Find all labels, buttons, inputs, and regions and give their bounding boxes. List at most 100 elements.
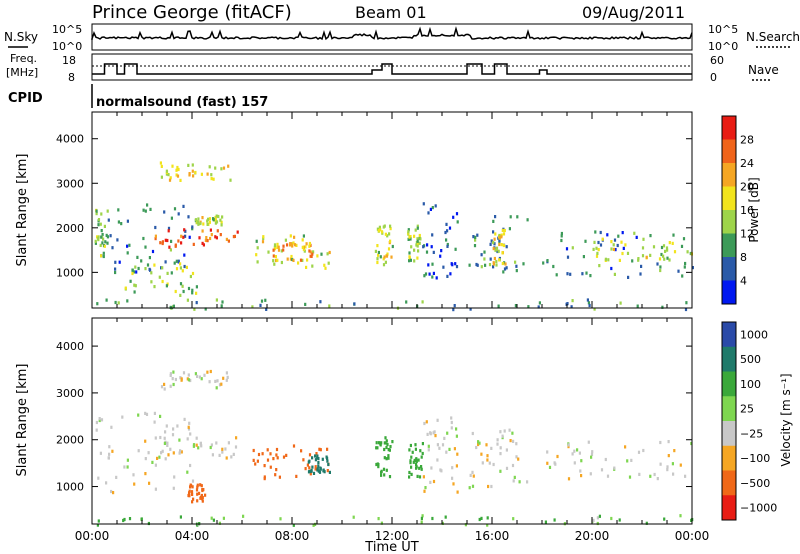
scatter-cell <box>407 237 410 241</box>
scatter-cell <box>131 271 134 276</box>
scatter-cell <box>169 384 172 388</box>
scatter-cell <box>222 516 225 520</box>
scatter-cell <box>126 219 129 223</box>
nsky-label: N.Sky <box>4 30 38 44</box>
scatter-cell <box>492 240 495 245</box>
nsky-tick-bottom: 10^0 <box>52 40 82 53</box>
scatter-cell <box>472 474 475 478</box>
colorbar-tick-label: 4 <box>740 275 747 288</box>
scatter-cell <box>187 215 190 219</box>
scatter-cell <box>456 220 459 224</box>
colorbar-tick-label: 28 <box>740 134 754 147</box>
scatter-cell <box>594 230 597 234</box>
colorbar-tick-label: 100 <box>740 378 761 391</box>
scatter-cell <box>187 425 190 429</box>
scatter-cell <box>262 236 265 240</box>
scatter-cell <box>389 445 392 449</box>
scatter-cell <box>201 229 204 233</box>
scatter-cell <box>410 472 413 476</box>
scatter-cell <box>196 374 199 378</box>
scatter-cell <box>383 255 386 259</box>
scatter-cell <box>103 244 106 248</box>
scatter-cell <box>308 244 311 248</box>
scatter-cell <box>197 446 200 450</box>
scatter-cell <box>320 252 323 256</box>
nave-tick-bottom: 0 <box>710 71 717 84</box>
scatter-cell <box>512 439 515 443</box>
scatter-cell <box>666 248 669 252</box>
scatter-cell <box>379 443 382 447</box>
scatter-cell <box>388 448 391 452</box>
scatter-cell <box>170 239 173 243</box>
scatter-cell <box>621 231 624 235</box>
scatter-cell <box>515 264 518 268</box>
scatter-cell <box>566 255 570 259</box>
scatter-cell <box>636 304 639 308</box>
scatter-cell <box>150 271 153 275</box>
scatter-cell <box>667 440 670 444</box>
scatter-cell <box>471 470 474 474</box>
scatter-cell <box>144 457 147 461</box>
scatter-cell <box>94 239 97 243</box>
scatter-cell <box>140 259 143 263</box>
scatter-cell <box>166 282 169 286</box>
scatter-cell <box>383 441 386 445</box>
scatter-cell <box>159 414 162 418</box>
scatter-cell <box>417 241 420 245</box>
scatter-cell <box>214 166 217 170</box>
scatter-cell <box>663 517 666 521</box>
colorbar-segment <box>722 322 736 348</box>
scatter-cell <box>649 234 652 238</box>
scatter-cell <box>161 279 164 284</box>
colorbar-segment <box>722 470 736 496</box>
colorbar-frame <box>721 115 737 305</box>
scatter-cell <box>431 275 434 279</box>
scatter-cell <box>503 228 506 233</box>
scatter-cell <box>293 235 296 239</box>
scatter-cell <box>200 493 203 498</box>
scatter-cell <box>484 263 487 267</box>
scatter-cell <box>274 255 277 259</box>
scatter-cell <box>407 228 410 232</box>
scatter-cell <box>190 490 194 494</box>
scatter-cell <box>409 461 412 465</box>
scatter-cell <box>446 242 449 247</box>
scatter-cell <box>391 440 394 444</box>
scatter-cell <box>323 263 326 267</box>
scatter-cell <box>167 173 170 177</box>
scatter-cell <box>305 242 308 246</box>
scatter-cell <box>315 452 318 456</box>
scatter-cell <box>140 517 143 521</box>
scatter-cell <box>469 307 472 311</box>
scatter-cell <box>276 456 279 460</box>
scatter-cell <box>132 473 135 477</box>
scatter-cell <box>175 168 178 172</box>
scatter-cell <box>420 455 423 459</box>
scatter-cell <box>440 249 443 253</box>
scatter-cell <box>451 476 454 480</box>
scatter-cell <box>502 232 506 236</box>
scatter-cell <box>495 263 498 267</box>
scatter-cell <box>477 440 480 444</box>
scatter-cell <box>505 245 508 249</box>
scatter-cell <box>110 425 113 429</box>
scatter-cell <box>154 234 157 238</box>
scatter-cell <box>414 447 417 451</box>
scatter-cell <box>571 299 574 303</box>
scatter-cell <box>273 243 277 247</box>
scatter-cell <box>645 255 648 259</box>
colorbar-tick-label: 20 <box>740 181 754 194</box>
scatter-cell <box>107 218 110 222</box>
scatter-cell <box>586 298 589 302</box>
scatter-cell <box>686 250 689 254</box>
x-tick-label: 20:00 <box>575 529 610 543</box>
scatter-cell <box>209 228 212 232</box>
scatter-cell <box>579 469 582 473</box>
colorbar-tick-label: 25 <box>740 403 754 416</box>
scatter-cell <box>556 454 559 459</box>
scatter-cell <box>417 249 420 253</box>
scatter-cell <box>610 240 613 244</box>
scatter-cell <box>422 245 425 249</box>
scatter-cell <box>426 432 429 436</box>
scatter-cell <box>626 251 630 255</box>
